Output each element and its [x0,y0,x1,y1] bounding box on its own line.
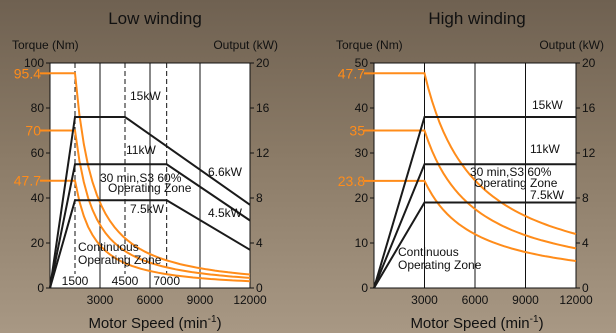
power-line-series-1 [49,163,251,289]
x-tick-label: 12000 [559,293,593,307]
y-tick-label-right: 8 [582,191,589,205]
highlight-torque-label: 47.7 [338,65,365,81]
y-tick-label-right: 12 [256,146,270,160]
chart-title: High winding [428,9,525,28]
y-tick-label-left: 20 [355,191,369,205]
annotation-7-5kw: 7.5kW [530,188,565,202]
x-tick-label: 6000 [462,293,489,307]
x-axis-label-main: Motor Speed (min [88,315,207,332]
power-line-series-2 [49,199,251,289]
highlight-torque-label: 23.8 [338,173,365,189]
annotation-4-5kw: 4.5kW [208,206,243,220]
torque-curve-series-2 [50,179,251,283]
y-tick-label-left: 0 [37,281,44,295]
x-axis-label-end: ) [539,315,544,332]
y-tick-label-left: 50 [355,56,369,70]
y-tick-label-left: 40 [355,101,369,115]
speed-marker-label: 4500 [112,274,139,288]
y-tick-label-right: 4 [582,236,589,250]
x-tick-label: 3000 [411,293,438,307]
annotation-15kw: 15kW [130,89,161,103]
y-axis-label-right: Output (kW) [213,38,278,52]
x-axis-label-sup: -1 [530,314,539,325]
y-tick-label-right: 0 [256,281,263,295]
annotation-11kw: 11kW [126,143,156,157]
torque-curve-series-2 [374,179,577,262]
x-axis-label-main: Motor Speed (min [410,315,529,332]
y-tick-label-right: 4 [256,236,263,250]
y-tick-label-right: 16 [582,101,596,115]
x-axis-label: Motor Speed (min-1) [88,314,221,332]
torque-curve-series-1 [374,129,577,250]
torque-curve-series-1 [50,129,251,279]
annotation-30min-zone: 30 min,S3 60% [470,165,552,179]
y-tick-label-right: 8 [256,191,263,205]
y-tick-label-right: 16 [256,101,270,115]
x-tick-label: 9000 [187,293,214,307]
annotation-30min-zone: 30 min,S3 60% [100,171,182,185]
y-tick-label-left: 20 [31,236,45,250]
chart-panel-1: High winding Torque (Nm) Output (kW) 0 10 20 3… [336,9,604,332]
y-tick-label-right: 12 [582,146,596,160]
x-tick-label: 9000 [512,293,539,307]
power-line-series-1 [373,163,576,289]
annotation-continuous-zone-2: Operating Zone [78,253,162,267]
y-tick-label-left: 60 [31,146,45,160]
y-tick-label-left: 100 [24,56,44,70]
x-axis-label: Motor Speed (min-1) [410,314,543,332]
highlight-torque-label: 35 [349,123,365,139]
speed-marker-label: 7000 [153,274,180,288]
power-line-series-0 [373,116,576,289]
annotation-11kw: 11kW [530,142,560,156]
highlight-torque-label: 95.4 [14,65,41,81]
highlight-torque-label: 70 [25,123,41,139]
annotation-6-6kw: 6.6kW [208,165,243,179]
annotation-continuous-zone: Continuous [398,245,459,259]
y-axis-label-right: Output (kW) [539,38,604,52]
chart-title: Low winding [108,9,202,28]
annotation-continuous-zone-2: Operating Zone [398,258,482,272]
x-tick-label: 6000 [137,293,164,307]
annotation-30min-zone-2: Operating Zone [108,181,192,195]
highlight-torque-label: 47.7 [14,173,41,189]
y-axis-label-left: Torque (Nm) [12,38,79,52]
y-tick-label-left: 30 [355,146,369,160]
annotation-15kw: 15kW [532,98,563,112]
y-tick-label-right: 20 [582,56,596,70]
y-tick-label-right: 0 [582,281,589,295]
x-axis-label-sup: -1 [208,314,217,325]
x-tick-label: 3000 [87,293,114,307]
x-axis-label-end: ) [217,315,222,332]
annotation-30min-zone-2: Operating Zone [474,176,558,190]
y-tick-label-left: 80 [31,101,45,115]
torque-curve-series-0 [50,72,251,276]
x-tick-label: 12000 [233,293,267,307]
power-line-series-0 [49,116,251,289]
y-tick-label-right: 20 [256,56,270,70]
annotation-7-5kw: 7.5kW [130,202,165,216]
y-axis-label-left: Torque (Nm) [336,38,403,52]
y-tick-label-left: 0 [361,281,368,295]
y-tick-label-left: 10 [355,236,369,250]
annotation-continuous-zone: Continuous [78,240,139,254]
power-line-series-2 [373,201,576,289]
y-tick-label-left: 40 [31,191,45,205]
torque-curve-series-0 [374,72,577,235]
speed-marker-label: 1500 [62,274,89,288]
